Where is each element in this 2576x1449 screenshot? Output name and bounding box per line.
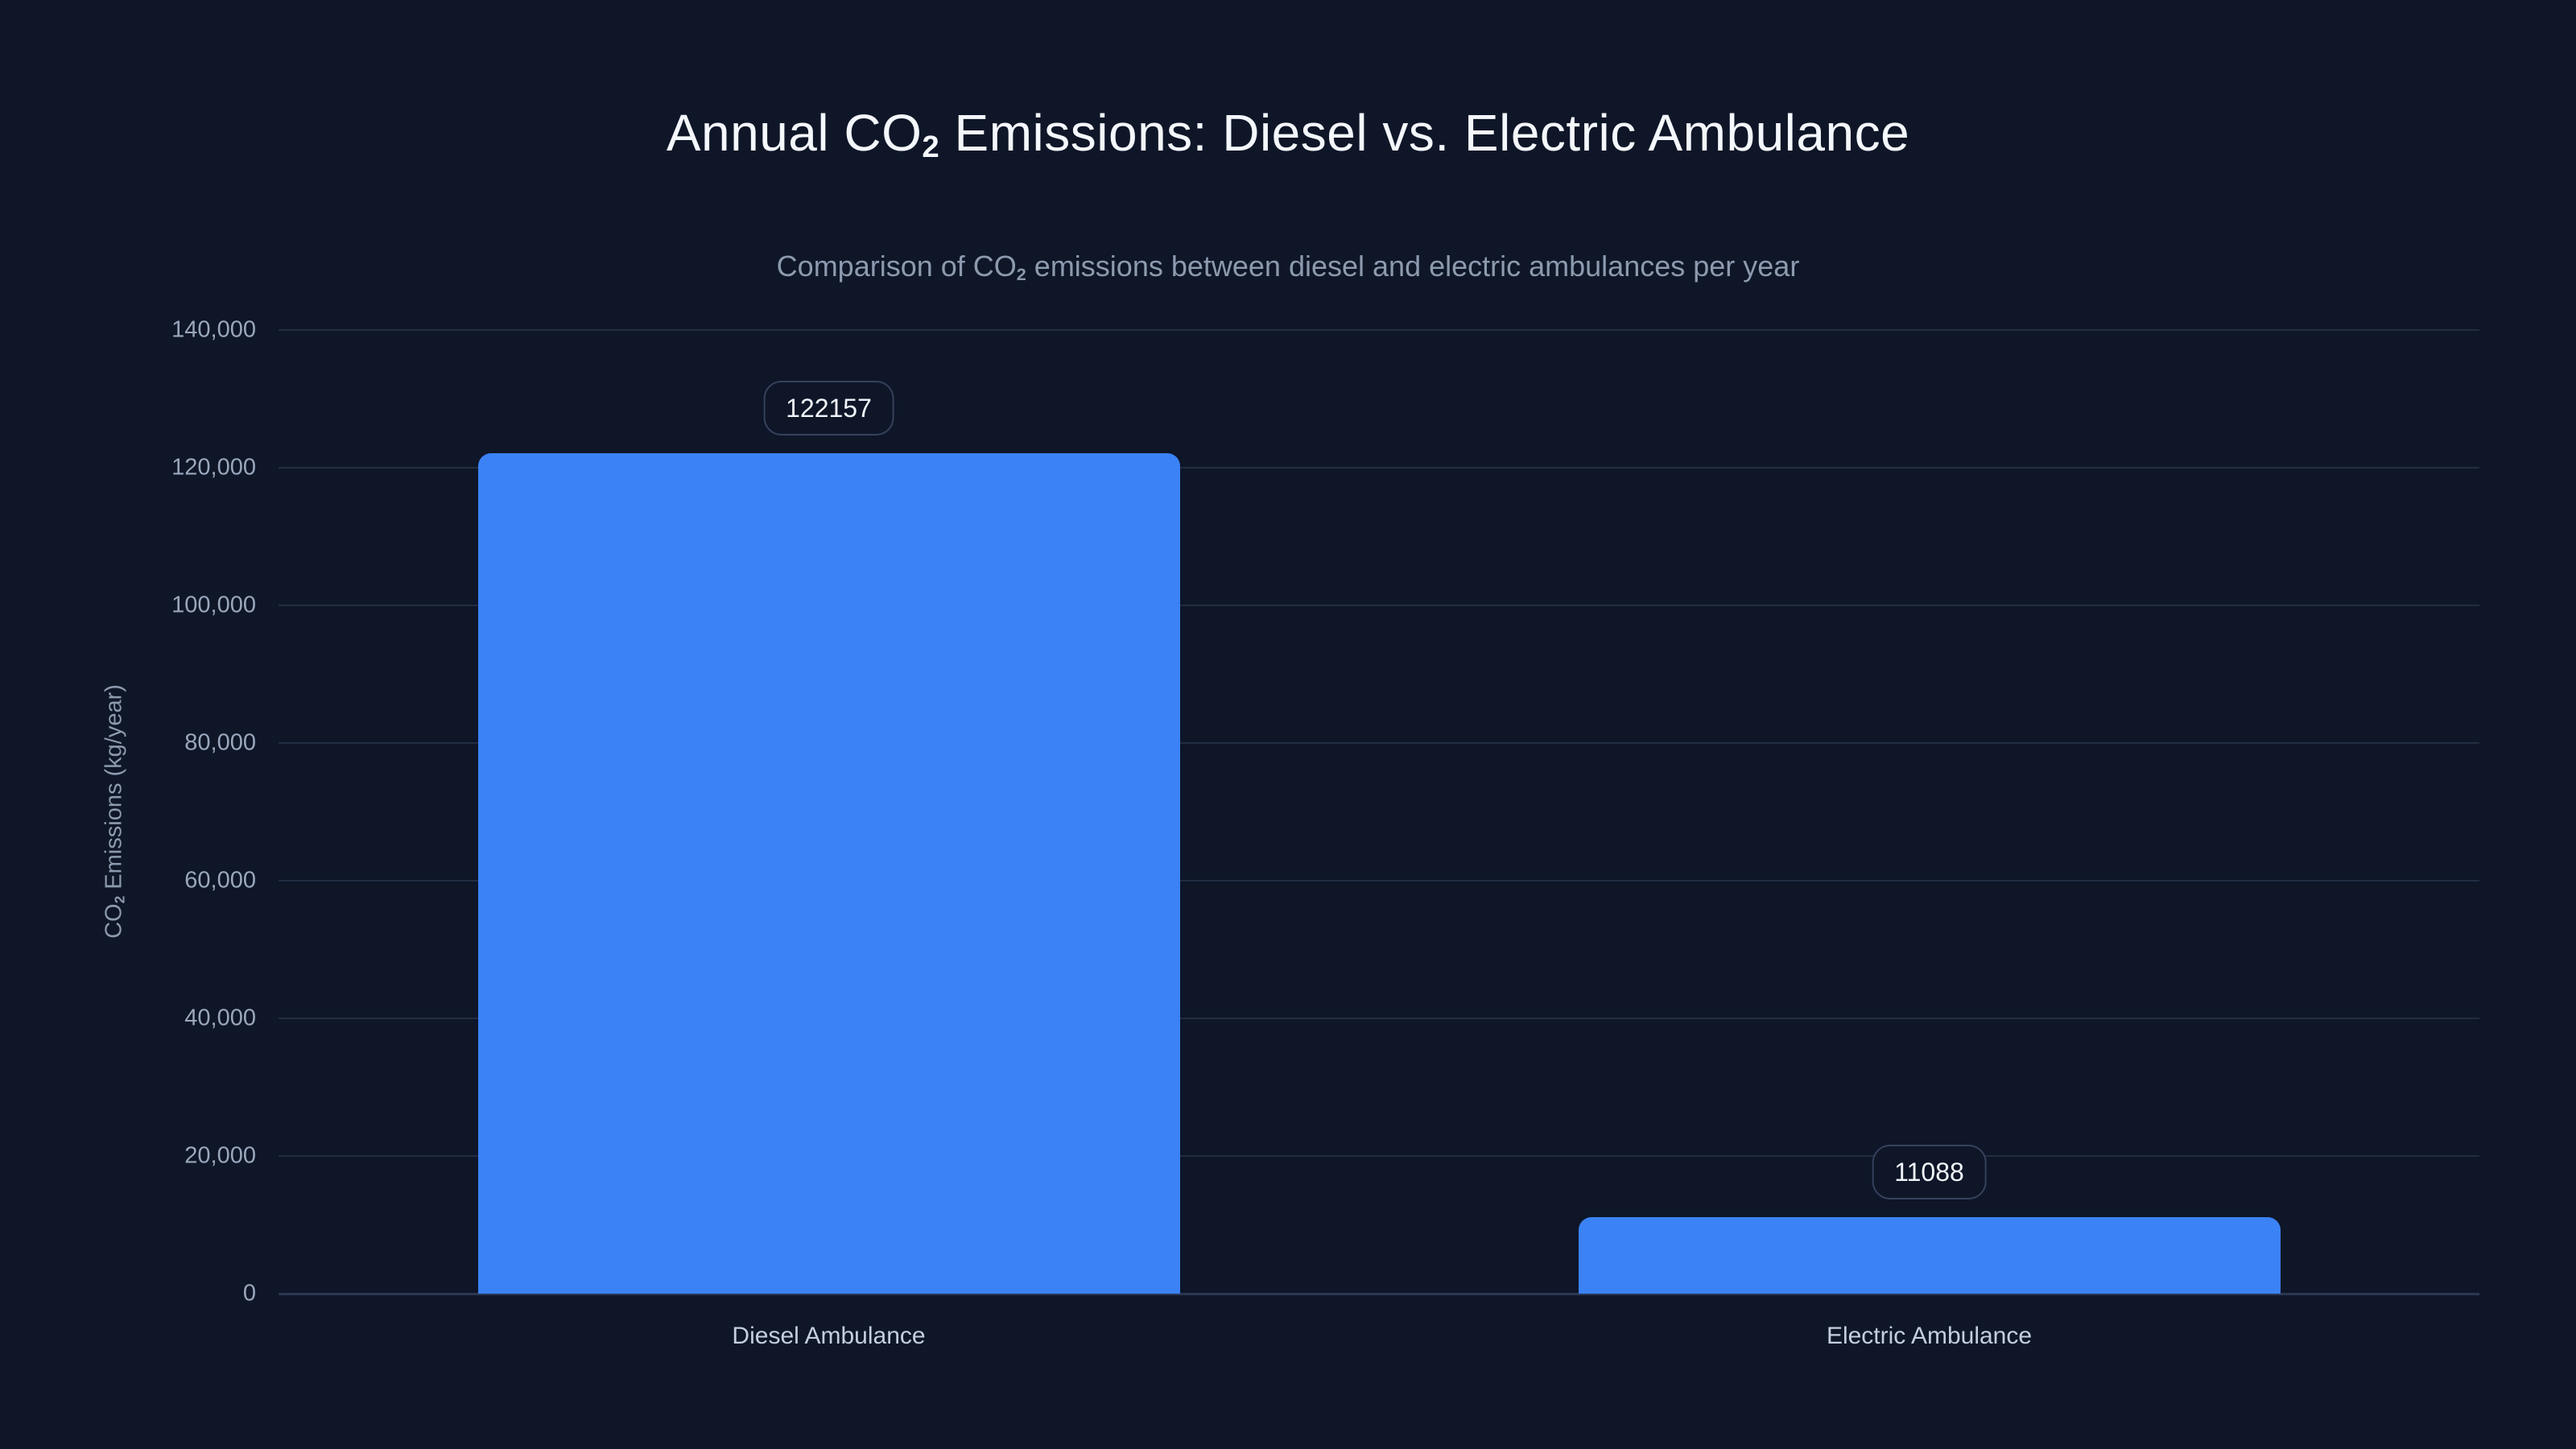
y-tick-label-80-000: 80,000 [184,729,256,756]
y-tick-label-60-000: 60,000 [184,867,256,894]
plot-area: 122157 11088 [279,329,2479,1295]
y-tick-label-140-000: 140,000 [171,316,256,343]
x-axis-line [279,1293,2479,1295]
chart-title-text: Emissions: Diesel vs. Electric Ambulance [939,104,1910,162]
chart-title-subscript: 2 [922,130,940,165]
y-axis-title-subscript: 2 [111,895,128,904]
x-category-label-diesel-ambulance: Diesel Ambulance [732,1323,926,1349]
x-category-label-electric-ambulance: Electric Ambulance [1826,1323,2033,1349]
gridline [279,1155,2479,1157]
chart-subtitle: Comparison of CO2 emissions between dies… [0,250,2576,284]
gridline [279,1018,2479,1019]
bar-electric-ambulance[interactable] [1578,1217,2281,1294]
gridline [279,742,2479,744]
chart-title: Annual CO2 Emissions: Diesel vs. Electri… [0,103,2576,165]
y-axis-title-text: Emissions (kg/year) [101,684,127,896]
chart-subtitle-text: emissions between diesel and electric am… [1026,250,1800,283]
value-label-electric-ambulance: 11088 [1872,1145,1987,1200]
y-tick-label-100-000: 100,000 [171,592,256,618]
chart-subtitle-text: Comparison of CO [776,250,1017,283]
bar-diesel-ambulance[interactable] [477,452,1180,1294]
gridline [279,467,2479,469]
y-tick-label-0: 0 [242,1280,256,1307]
y-tick-label-120-000: 120,000 [171,454,256,481]
y-axis-title: CO2 Emissions (kg/year) [101,684,128,939]
gridline [279,605,2479,606]
y-tick-label-20-000: 20,000 [184,1142,256,1169]
gridline [279,329,2479,331]
y-tick-label-40-000: 40,000 [184,1005,256,1031]
gridline [279,880,2479,881]
value-label-diesel-ambulance: 122157 [763,380,894,436]
chart-subtitle-subscript: 2 [1016,263,1026,284]
chart-title-text: Annual CO [666,104,923,162]
y-axis-title-text: CO [101,903,127,939]
